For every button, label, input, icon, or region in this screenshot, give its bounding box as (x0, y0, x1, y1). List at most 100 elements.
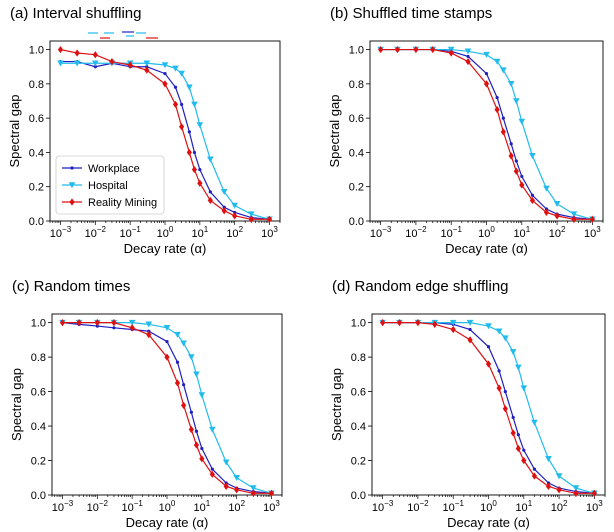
data-point (465, 57, 471, 66)
data-point (57, 60, 64, 67)
y-tick-label: 0.4 (351, 421, 366, 433)
data-point (555, 473, 563, 480)
x-tick-exponent: 3 (273, 225, 278, 234)
x-tick-label: 100 (478, 225, 495, 240)
x-tick-label: 102 (551, 499, 568, 514)
y-tick-label: 0.8 (351, 352, 366, 364)
data-point (529, 196, 536, 205)
data-point (194, 429, 199, 433)
data-point (589, 215, 595, 223)
data-point (543, 185, 550, 192)
x-tick-label: 10−1 (443, 499, 465, 514)
panel-title: (d) Random edge shuffling (332, 278, 509, 295)
legend-label: Reality Mining (88, 197, 157, 209)
data-point (529, 153, 536, 160)
data-point (145, 321, 153, 328)
data-point (394, 45, 401, 54)
x-tick-exponent: 0 (169, 225, 174, 234)
series-line (62, 322, 272, 494)
data-point (520, 385, 528, 392)
data-point (570, 211, 578, 218)
data-point (223, 482, 229, 490)
x-tick-exponent: 2 (241, 499, 246, 508)
data-point (513, 98, 520, 105)
x-tick-exponent: −2 (99, 499, 109, 508)
x-tick-exponent: 0 (490, 225, 495, 234)
x-tick-base: 10 (441, 228, 453, 240)
x-tick-label: 10−1 (121, 499, 143, 514)
data-point (532, 467, 537, 471)
data-point (515, 364, 522, 371)
data-point (556, 486, 562, 494)
x-tick-base: 10 (549, 228, 561, 240)
data-point (74, 49, 80, 57)
legend-swatch-marker (70, 166, 74, 170)
data-point (380, 319, 386, 327)
x-tick-base: 10 (586, 502, 598, 514)
data-point (178, 70, 185, 77)
x-tick-base: 10 (551, 502, 563, 514)
x-tick-label: 10−3 (52, 499, 74, 514)
data-point (591, 489, 597, 497)
data-point (163, 71, 167, 76)
data-point (502, 335, 509, 342)
data-point (174, 379, 181, 387)
series-hospital (59, 319, 275, 497)
data-point (495, 328, 503, 335)
x-tick-label: 101 (515, 499, 532, 514)
x-tick-base: 10 (159, 502, 171, 514)
y-axis-label: Spectral gap (7, 95, 22, 168)
data-point (109, 57, 115, 66)
data-point (573, 489, 579, 497)
data-point (545, 482, 552, 490)
y-tick-label: 1.0 (349, 45, 364, 57)
x-tick-base: 10 (263, 502, 275, 514)
top-markers (88, 31, 158, 39)
x-tick-label: 10−3 (370, 225, 392, 240)
legend-box (55, 155, 165, 215)
x-tick-base: 10 (407, 502, 419, 514)
data-point (518, 118, 526, 125)
data-point (173, 85, 178, 89)
x-tick-base: 10 (480, 502, 492, 514)
series-line (62, 322, 272, 494)
data-point (448, 49, 454, 57)
series-reality-mining (378, 45, 595, 223)
data-point (483, 51, 490, 58)
data-point (234, 486, 240, 494)
data-point (233, 474, 240, 481)
data-point (200, 446, 204, 451)
x-tick-label: 103 (263, 499, 280, 514)
data-point (146, 331, 152, 339)
data-point (187, 130, 191, 134)
data-point (198, 167, 202, 172)
data-point (430, 45, 436, 54)
data-point (191, 101, 198, 108)
x-tick-base: 10 (513, 228, 525, 240)
x-tick-base: 10 (157, 228, 169, 240)
data-point (571, 215, 577, 223)
series-workplace (381, 321, 596, 495)
data-point (164, 353, 170, 361)
data-point (249, 485, 257, 492)
x-tick-base: 10 (87, 502, 99, 514)
data-point (511, 415, 515, 420)
panel-b: (b) Shuffled time stamps 0.0 0.2 0.4 0.6 0.8 1… (327, 5, 604, 256)
y-tick-label: 0.0 (349, 216, 364, 228)
data-point (73, 60, 81, 67)
data-point (198, 392, 206, 399)
data-point (172, 100, 179, 109)
series-workplace (60, 321, 274, 495)
x-tick-label: 10−2 (85, 225, 107, 240)
data-point (172, 65, 179, 72)
x-tick-exponent: 2 (563, 499, 568, 508)
x-tick-label: 10−2 (87, 499, 109, 514)
x-tick-base: 10 (405, 228, 417, 240)
x-tick-base: 10 (50, 228, 62, 240)
x-tick-label: 10−1 (119, 225, 141, 240)
data-point (207, 196, 213, 205)
data-point (143, 60, 151, 67)
data-point (92, 60, 99, 67)
x-tick-exponent: −2 (419, 499, 429, 508)
x-tick-exponent: 0 (492, 499, 497, 508)
